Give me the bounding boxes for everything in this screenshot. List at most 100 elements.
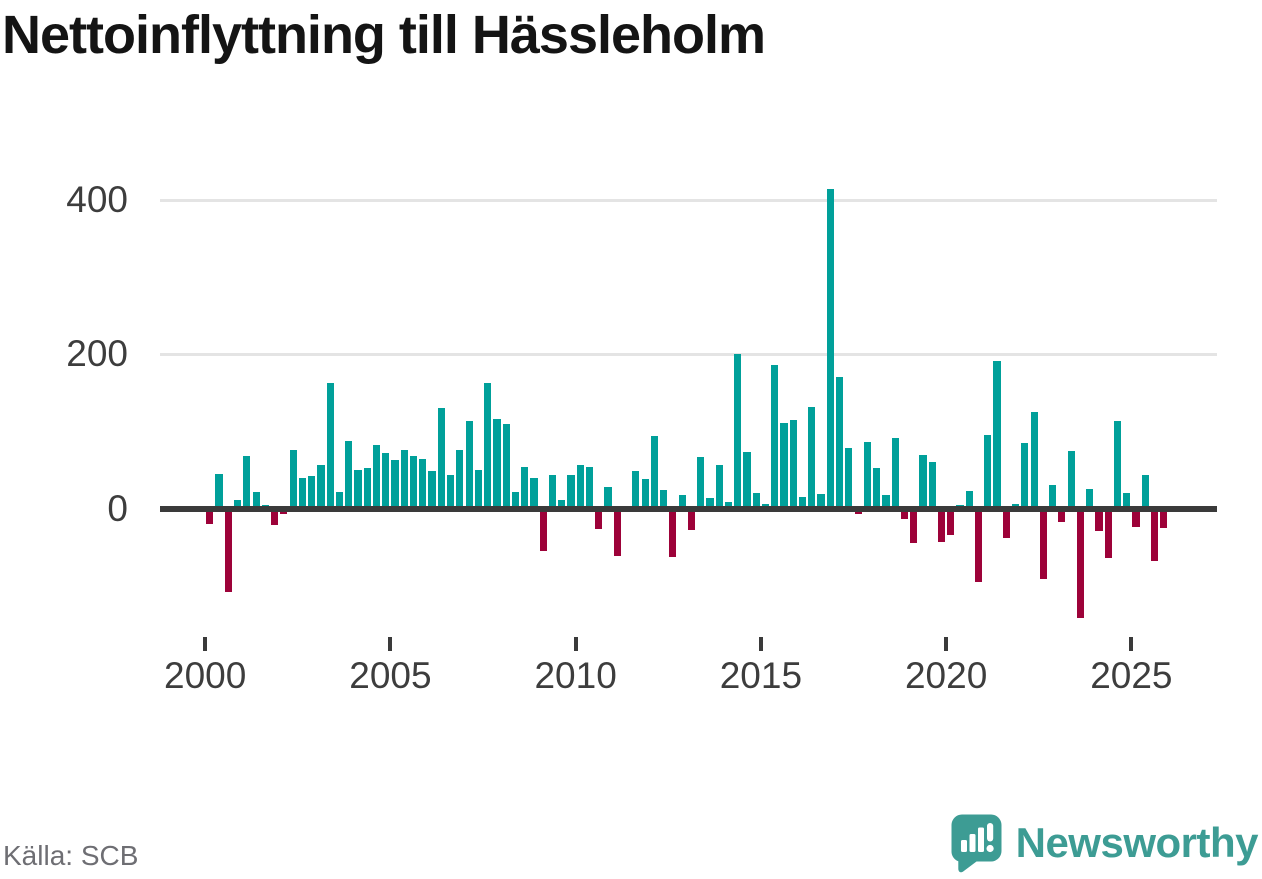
bar-2013-q4	[715, 464, 723, 509]
bar-2017-q4	[863, 442, 871, 509]
x-axis-label-2025: 2025	[1090, 655, 1173, 696]
bar-2010-q3	[595, 508, 603, 529]
bar-2006-q1	[428, 471, 436, 509]
bar-2016-q2	[808, 406, 816, 509]
x-axis-tick-2025	[1129, 637, 1134, 651]
bar-2019-q2	[919, 455, 927, 509]
bar-2014-q3	[743, 452, 751, 509]
bar-2017-q2	[845, 447, 853, 509]
bar-2002-q4	[308, 476, 316, 509]
bar-2020-q3	[965, 490, 973, 509]
bar-2007-q1	[465, 420, 473, 509]
bar-2008-q1	[502, 424, 510, 509]
bar-2022-q3	[1039, 508, 1047, 580]
bar-2008-q3	[521, 466, 529, 509]
bar-2022-q1	[1021, 442, 1029, 509]
bar-2000-q4	[233, 500, 242, 509]
bar-2021-q1	[984, 435, 992, 509]
bar-2001-q2	[252, 492, 260, 509]
gridline-400	[160, 198, 1217, 202]
bar-2009-q4	[567, 475, 575, 509]
bar-2003-q3	[335, 492, 344, 509]
x-axis-tick-2020	[944, 637, 949, 651]
bar-2008-q4	[530, 478, 538, 509]
bar-2004-q2	[363, 468, 371, 509]
bar-2007-q2	[474, 469, 482, 509]
bar-2024-q3	[1113, 420, 1122, 509]
bar-2004-q4	[382, 452, 390, 509]
bar-2018-q2	[882, 494, 890, 509]
bar-2020-q4	[974, 508, 983, 582]
bar-2014-q4	[752, 493, 760, 509]
bar-2012-q3	[669, 508, 677, 558]
y-axis-label-200: 200	[66, 333, 128, 375]
bar-2014-q2	[734, 354, 742, 509]
bar-2024-q4	[1123, 493, 1131, 509]
bar-2007-q3	[484, 382, 492, 509]
bar-2009-q1	[539, 508, 547, 551]
bar-2007-q4	[493, 419, 501, 509]
newsworthy-logo-icon	[951, 814, 1002, 873]
page-title: Nettoinflyttning till Hässleholm	[2, 5, 766, 65]
bar-2001-q4	[271, 508, 279, 526]
newsworthy-branding: Newsworthy	[950, 813, 1259, 873]
bar-2006-q3	[447, 475, 455, 509]
bar-2000-q3	[224, 508, 232, 592]
bar-2008-q2	[511, 491, 520, 509]
logo-bars-and-exclamation	[960, 823, 994, 853]
bar-2002-q3	[298, 478, 306, 509]
bar-2000-q1	[206, 508, 214, 524]
bar-2025-q4	[1160, 508, 1168, 528]
bar-2019-q3	[928, 462, 936, 509]
bar-2013-q1	[687, 508, 695, 531]
bar-2009-q2	[548, 474, 557, 509]
x-axis-label-2010: 2010	[534, 655, 617, 696]
bar-2002-q2	[289, 449, 297, 509]
bar-2020-q1	[947, 508, 955, 536]
bar-2016-q4	[826, 188, 834, 509]
bar-2018-q1	[873, 467, 881, 509]
zero-axis-line	[160, 505, 1217, 512]
bar-2014-q1	[724, 501, 733, 509]
bar-2005-q1	[391, 459, 399, 509]
bar-2023-q4	[1086, 489, 1094, 509]
gridline-200	[160, 352, 1217, 356]
bar-2010-q4	[604, 486, 612, 509]
x-axis-tick-2005	[388, 637, 393, 651]
bar-2019-q1	[910, 508, 918, 544]
y-axis-label-0: 0	[107, 487, 128, 529]
bar-2023-q2	[1067, 451, 1075, 509]
bar-2009-q3	[558, 500, 566, 509]
x-axis-tick-2010	[573, 637, 578, 651]
bar-2004-q1	[354, 469, 362, 509]
bar-2005-q4	[419, 459, 427, 509]
bar-2022-q2	[1030, 412, 1038, 509]
bar-2012-q1	[650, 436, 658, 509]
bar-2012-q4	[678, 495, 686, 509]
bar-2022-q4	[1049, 485, 1057, 509]
bar-2004-q3	[372, 445, 381, 509]
bar-2011-q1	[613, 508, 621, 556]
x-axis-label-2015: 2015	[719, 655, 803, 696]
x-axis-label-2000: 2000	[164, 655, 247, 696]
bar-2006-q2	[437, 408, 445, 509]
x-axis-label-2005: 2005	[349, 655, 432, 696]
x-axis-tick-2000	[203, 637, 208, 651]
bar-2015-q2	[771, 365, 779, 509]
bar-2010-q1	[576, 464, 584, 509]
x-axis-label-2020: 2020	[904, 655, 988, 696]
bar-2015-q4	[789, 419, 797, 509]
bar-2003-q1	[317, 465, 325, 509]
bar-2021-q3	[1002, 508, 1010, 538]
bar-2006-q4	[456, 449, 464, 509]
bar-2025-q2	[1141, 474, 1149, 509]
bar-2013-q3	[706, 497, 714, 509]
brand-name: Newsworthy	[1015, 819, 1259, 866]
bar-2021-q2	[993, 361, 1001, 509]
bar-2024-q1	[1095, 508, 1103, 531]
bar-2024-q2	[1104, 508, 1112, 558]
bar-2016-q3	[817, 493, 825, 509]
bar-2019-q4	[937, 508, 946, 543]
bar-2013-q2	[697, 456, 705, 509]
